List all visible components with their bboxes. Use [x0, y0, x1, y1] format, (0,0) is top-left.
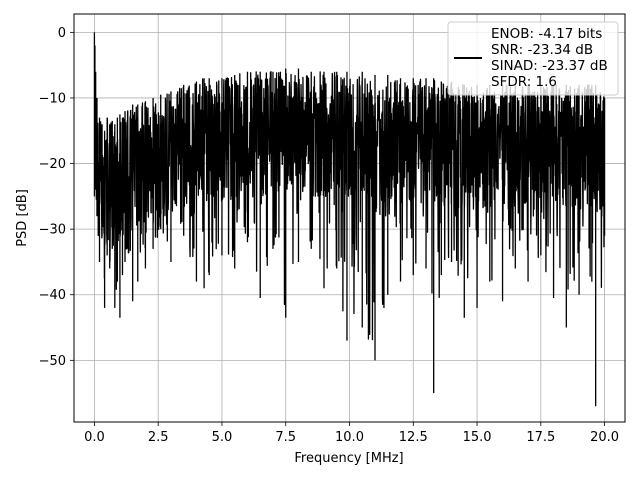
x-tick-label: 5.0	[212, 430, 233, 445]
legend: ENOB: -4.17 bits SNR: -23.34 dB SINAD: -…	[447, 21, 619, 96]
y-tick-label: −40	[39, 288, 66, 303]
x-axis-label: Frequency [MHz]	[294, 451, 403, 466]
y-tick-label: −10	[39, 91, 66, 106]
y-axis-label: PSD [dB]	[15, 189, 30, 247]
y-tick-label: 0	[58, 26, 66, 41]
y-tick-label: −20	[39, 157, 66, 172]
x-tick-label: 20.0	[590, 430, 619, 445]
x-tick-label: 7.5	[275, 430, 296, 445]
x-tick-label: 15.0	[463, 430, 492, 445]
psd-series-line	[93, 32, 606, 407]
legend-snr: SNR: -23.34 dB	[491, 42, 593, 58]
psd-trace	[93, 32, 606, 407]
x-tick-label: 10.0	[335, 430, 364, 445]
x-tick-label: 17.5	[526, 430, 555, 445]
x-tick-label: 12.5	[399, 430, 428, 445]
legend-box	[447, 21, 619, 96]
legend-enob: ENOB: -4.17 bits	[491, 26, 602, 42]
legend-sinad: SINAD: -23.37 dB	[491, 58, 608, 74]
axis-ticks: 0.0 2.5 5.0 7.5 10.0 12.5 15.0 17.5 20.0 0 −10 −20 −…	[39, 26, 620, 445]
y-tick-label: −50	[39, 354, 66, 369]
x-tick-label: 2.5	[148, 430, 169, 445]
legend-sfdr: SFDR: 1.6	[491, 74, 557, 90]
x-tick-label: 0.0	[84, 430, 105, 445]
y-tick-label: −30	[39, 223, 66, 238]
